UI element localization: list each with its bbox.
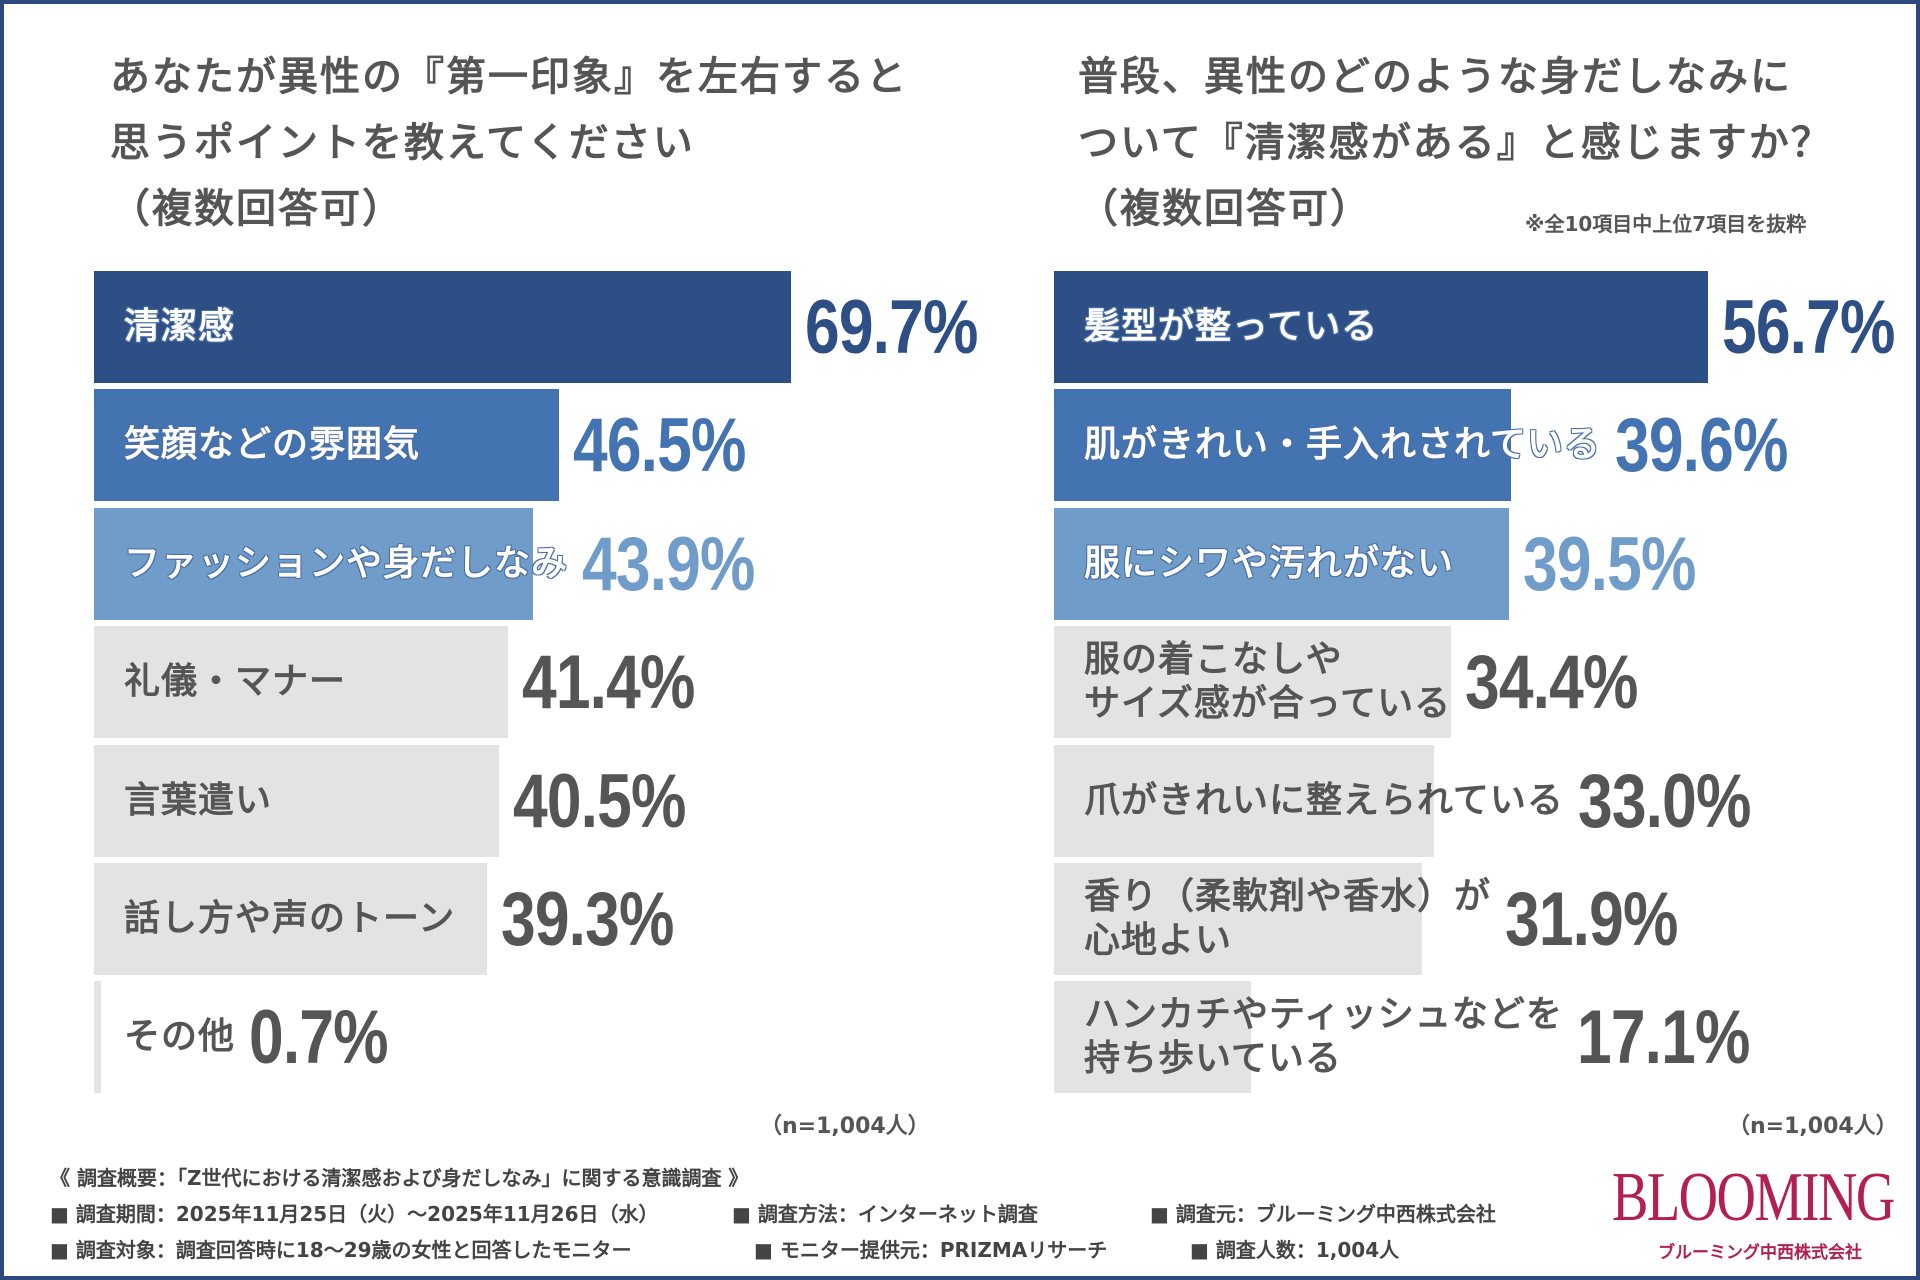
footer-overview: 《 調査概要：「Z世代における清潔感および身だしなみ」に関する意識調査 》 bbox=[50, 1166, 749, 1190]
bar-label: 笑顔などの雰囲気 bbox=[124, 424, 421, 465]
bar bbox=[94, 745, 499, 857]
bar bbox=[1054, 389, 1511, 501]
bar-label: 肌がきれい・手入れされている bbox=[1084, 424, 1601, 465]
value-label: 39.3% bbox=[501, 876, 674, 962]
bar-row: ハンカチやティッシュなどを 持ち歩いている 17.1% bbox=[1054, 981, 1914, 1093]
bar-label: 爪がきれいに整えられている bbox=[1084, 780, 1564, 821]
right-chart-note: ※全10項目中上位7項目を抜粋 bbox=[1525, 212, 1807, 236]
bar-row: 香り（柔軟剤や香水）が 心地よい 31.9% bbox=[1054, 863, 1914, 975]
bar bbox=[94, 508, 533, 620]
bar-row: 服の着こなしや サイズ感が合っている 34.4% bbox=[1054, 626, 1914, 738]
value-label: 69.7% bbox=[805, 284, 978, 370]
bar-row: 清潔感 69.7% bbox=[94, 271, 978, 383]
bar bbox=[1054, 863, 1422, 975]
bar-label: 言葉遣い bbox=[124, 780, 273, 821]
blooming-logo: BLOOMING bbox=[1612, 1159, 1895, 1236]
bar bbox=[94, 271, 791, 383]
bar bbox=[1054, 271, 1708, 383]
value-label: 41.4% bbox=[522, 639, 695, 725]
right-sample-size: （n=1,004人） bbox=[1728, 1114, 1898, 1139]
bar-label: その他 bbox=[124, 1016, 236, 1057]
value-label: 46.5% bbox=[573, 402, 746, 488]
value-label: 43.9% bbox=[582, 521, 755, 607]
footer-method: ■ 調査方法：インターネット調査 bbox=[732, 1202, 1038, 1226]
bar bbox=[1054, 745, 1435, 857]
left-chart-title: あなたが異性の『第一印象』を左右すると 思うポイントを教えてください （複数回答… bbox=[110, 54, 908, 232]
bar-label: 話し方や声のトーン bbox=[124, 898, 456, 939]
value-label: 31.9% bbox=[1505, 876, 1678, 962]
logo-subtitle: ブルーミング中西株式会社 bbox=[1658, 1243, 1862, 1263]
value-label: 39.5% bbox=[1523, 521, 1697, 607]
bar-label: 清潔感 bbox=[124, 306, 236, 347]
bar bbox=[1054, 508, 1510, 620]
bar-label: 礼儀・マナー bbox=[124, 661, 347, 702]
bar-row: ファッションや身だしなみ 43.9% bbox=[94, 508, 954, 620]
bar bbox=[94, 863, 487, 975]
value-label: 39.6% bbox=[1614, 402, 1788, 488]
bar bbox=[94, 389, 559, 501]
right-chart-title: 普段、異性のどのような身だしなみに ついて『清潔感がある』と感じますか？ （複数… bbox=[1078, 54, 1833, 232]
footer-provider: ■ モニター提供元：PRIZMAリサーチ bbox=[754, 1238, 1108, 1262]
bar-label: 服の着こなしや サイズ感が合っている bbox=[1084, 639, 1452, 724]
bar-row: 礼儀・マナー 41.4% bbox=[94, 626, 954, 738]
bar bbox=[94, 981, 101, 1093]
bar bbox=[1054, 626, 1451, 738]
bar-row: 笑顔などの雰囲気 46.5% bbox=[94, 389, 954, 501]
footer-count: ■ 調査人数：1,004人 bbox=[1190, 1238, 1400, 1262]
bar bbox=[94, 626, 508, 738]
value-label: 56.7% bbox=[1721, 284, 1895, 370]
value-label: 33.0% bbox=[1577, 758, 1751, 844]
bar-label: ファッションや身だしなみ bbox=[124, 543, 569, 584]
value-label: 34.4% bbox=[1465, 639, 1638, 725]
value-label: 40.5% bbox=[513, 758, 686, 844]
bar-label: 服にシワや汚れがない bbox=[1084, 543, 1455, 584]
bar-row: 髪型が整っている 56.7% bbox=[1054, 271, 1914, 383]
bar-label: 髪型が整っている bbox=[1084, 306, 1379, 347]
left-sample-size: （n=1,004人） bbox=[760, 1114, 930, 1139]
bar-row: 服にシワや汚れがない 39.5% bbox=[1054, 508, 1914, 620]
bar bbox=[1054, 981, 1252, 1093]
bar-label: ハンカチやティッシュなどを 持ち歩いている bbox=[1084, 994, 1563, 1079]
bar-row: 肌がきれい・手入れされている 39.6% bbox=[1054, 389, 1914, 501]
bar-label: 香り（柔軟剤や香水）が 心地よい bbox=[1084, 876, 1492, 961]
bar-row: 話し方や声のトーン 39.3% bbox=[94, 863, 954, 975]
footer-source: ■ 調査元：ブルーミング中西株式会社 bbox=[1150, 1202, 1496, 1226]
footer-target: ■ 調査対象：調査回答時に18～29歳の女性と回答したモニター bbox=[50, 1238, 632, 1262]
bar-row: 爪がきれいに整えられている 33.0% bbox=[1054, 745, 1914, 857]
value-label: 0.7% bbox=[249, 994, 389, 1080]
footer-period: ■ 調査期間：2025年11月25日（火）～2025年11月26日（水） bbox=[50, 1202, 659, 1226]
bar-row: その他 0.7% bbox=[94, 981, 954, 1093]
value-label: 17.1% bbox=[1576, 994, 1750, 1080]
bar-row: 言葉遣い 40.5% bbox=[94, 745, 954, 857]
